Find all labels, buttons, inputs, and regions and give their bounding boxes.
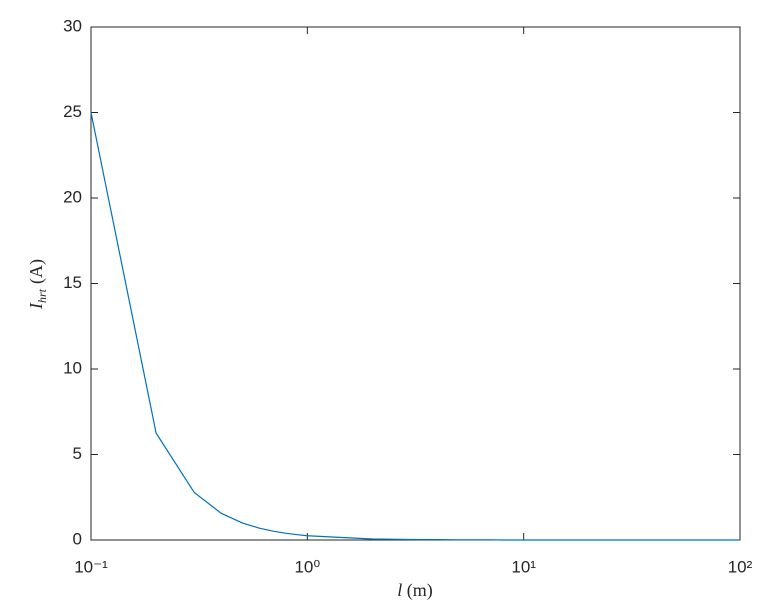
y-label-subscript: hrt [35,288,49,303]
y-tick-label: 30 [63,16,82,35]
x-label-symbol: l [397,580,402,600]
y-tick-label: 15 [63,273,82,292]
x-tick-label: 10⁻¹ [74,557,108,576]
plot-box [90,26,741,541]
y-axis-label: Ihrt (A) [26,259,49,310]
x-tick-label: 10² [728,557,753,576]
y-label-unit: (A) [26,259,47,284]
y-tick-label: 20 [63,187,82,206]
x-axis-label: l (m) [397,580,433,601]
y-tick-label: 25 [63,102,82,121]
y-tick-label: 0 [73,529,82,548]
y-tick-label: 10 [63,358,82,377]
y-tick-label: 5 [73,444,82,463]
x-tick-label: 10¹ [511,557,536,576]
x-label-unit: (m) [407,580,433,601]
x-tick-label: 10⁰ [294,557,320,576]
y-label-symbol: I [26,302,46,310]
data-line [90,112,740,541]
